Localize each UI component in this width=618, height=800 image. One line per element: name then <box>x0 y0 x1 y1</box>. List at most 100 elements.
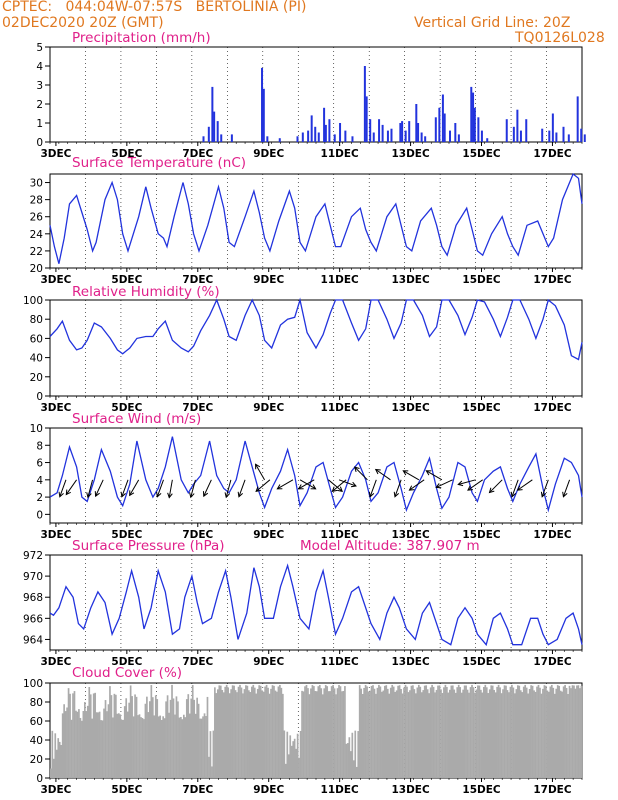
wind-vector-head <box>86 492 92 499</box>
y-tick-label: 5 <box>36 42 43 54</box>
cloud-bar <box>256 688 259 778</box>
cloud-bar <box>270 688 272 778</box>
y-tick-label: 20 <box>30 754 43 766</box>
wind-vector-head <box>435 483 442 489</box>
cloud-bar <box>567 693 569 778</box>
wind-vector <box>255 463 266 481</box>
cloud-bar <box>225 684 228 778</box>
cloud-bar <box>193 699 196 778</box>
cloud-bar <box>364 684 367 778</box>
cloud-bar <box>286 731 289 778</box>
cloud-bar <box>472 687 475 778</box>
cloud-bar <box>132 716 135 778</box>
wind-vector <box>129 479 140 496</box>
cloud-bar <box>342 690 345 778</box>
cloud-bar <box>459 687 462 778</box>
cloud-bar <box>88 686 91 778</box>
cloud-bar <box>449 689 451 778</box>
cloud-bar <box>301 690 303 778</box>
pressure-annotation: Model Altitude: 387.907 m <box>300 538 480 554</box>
precip-bar <box>473 107 476 142</box>
wind-vector <box>299 479 316 490</box>
cloud-bar <box>490 685 493 778</box>
precip-bar <box>525 119 528 142</box>
x-tick-label: 13DEC <box>391 529 430 541</box>
cloud-bar <box>482 686 485 778</box>
cloud-bar <box>528 688 531 778</box>
cloud-bar <box>395 690 398 778</box>
cloud-bar <box>262 691 265 778</box>
cloud-bar <box>230 689 232 778</box>
cloud-bar <box>185 699 188 778</box>
cloud-bar <box>282 693 284 778</box>
precipitation-title: Precipitation (mm/h) <box>72 30 211 46</box>
cloud-bar <box>363 687 365 778</box>
cloud-bar <box>397 685 399 778</box>
cloud-bar <box>420 692 423 778</box>
cloud-bar <box>533 690 535 778</box>
precip-bar <box>486 138 489 142</box>
x-tick-label: 17DEC <box>533 656 572 668</box>
cloud-bar <box>165 701 167 778</box>
cloud-bar <box>493 689 496 778</box>
cloud-bar <box>57 738 60 778</box>
precip-bar <box>372 132 375 142</box>
x-tick-label: 17DEC <box>533 402 572 414</box>
cloud-bar <box>352 760 355 778</box>
cloud-bar <box>570 688 572 778</box>
precip-bar <box>323 107 326 142</box>
precip-bar <box>216 121 219 142</box>
cloud-bar <box>410 685 413 778</box>
precip-bar <box>207 126 210 142</box>
x-tick-label: 11DEC <box>321 656 360 668</box>
cloud-bar <box>104 700 107 778</box>
wind-vector <box>369 479 377 497</box>
x-tick-label: 15DEC <box>462 148 501 160</box>
cloud-bar <box>441 693 444 778</box>
wind-vector <box>255 479 271 492</box>
cloud-cover-panel: 0 20 40 60 80 100 3DEC 5DEC 7DEC 9DEC 11DEC 13DEC 15… <box>23 665 583 796</box>
y-tick-label: 40 <box>30 353 43 365</box>
cloud-bar <box>407 692 410 778</box>
cloud-bar <box>255 693 258 778</box>
wind-vector <box>328 479 343 492</box>
cloud-bar <box>423 685 426 778</box>
cloud-bar <box>330 686 333 778</box>
cloud-bar <box>58 741 61 778</box>
cloud-bar <box>503 685 506 778</box>
y-tick-label: 2 <box>36 99 43 111</box>
y-tick-label: 26 <box>30 212 44 224</box>
wind-vector <box>409 479 425 491</box>
cloud-bar <box>367 691 370 778</box>
precip-bar <box>519 130 522 142</box>
precip-bar <box>449 130 451 142</box>
cloud-bar <box>157 716 160 778</box>
x-tick-label: 5DEC <box>111 402 142 414</box>
cloud-bar <box>60 745 63 778</box>
cloud-bar <box>169 699 172 778</box>
cloud-bar <box>168 712 170 778</box>
cloud-bar <box>453 689 456 778</box>
cloud-bar <box>112 717 114 778</box>
x-tick-label: 7DEC <box>182 148 213 160</box>
cloud-bar <box>437 685 439 778</box>
cloud-bar <box>85 711 88 778</box>
cloud-bar <box>576 685 578 778</box>
y-tick-label: 964 <box>23 634 43 646</box>
y-tick-label: 20 <box>30 263 43 275</box>
precip-bar <box>470 86 473 142</box>
cloud-bar <box>129 685 132 778</box>
y-tick-label: 30 <box>30 178 43 190</box>
cloud-bar <box>289 735 292 778</box>
cloud-bar <box>151 697 154 778</box>
cloud-bar <box>200 718 203 778</box>
y-tick-label: 20 <box>30 372 43 384</box>
cloud-bar <box>89 694 92 778</box>
cloud-bar <box>537 684 540 778</box>
cloud-bar <box>419 686 422 778</box>
cloud-bar <box>249 692 252 778</box>
pressure-series <box>49 563 583 647</box>
wind-vector <box>238 479 246 497</box>
x-tick-label: 15DEC <box>462 784 501 796</box>
